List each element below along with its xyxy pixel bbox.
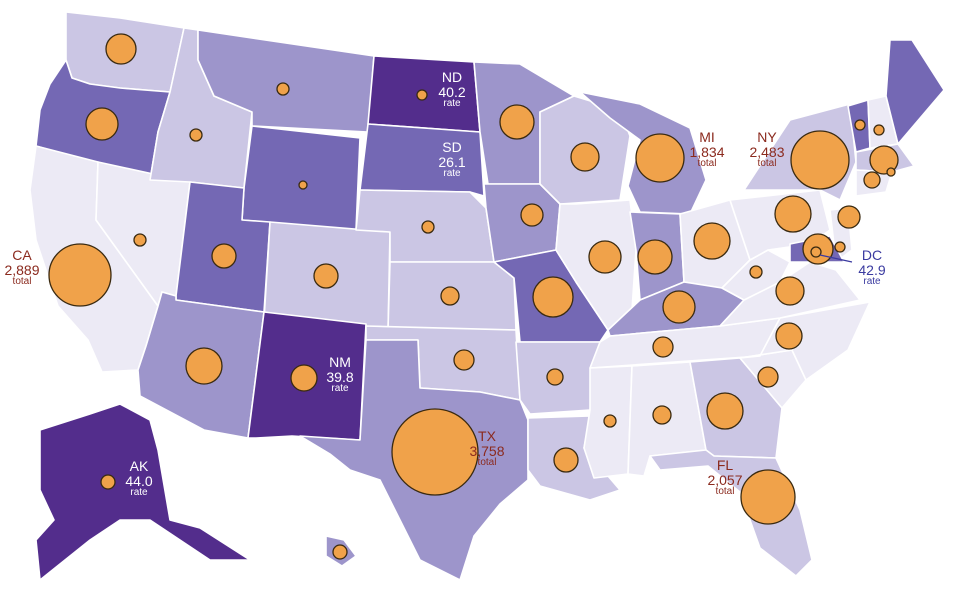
- bubble-fl: [740, 469, 796, 525]
- label-tx: TX 3,758 total: [466, 429, 508, 469]
- bubble-nj: [837, 205, 861, 229]
- bubble-layer: [48, 33, 899, 560]
- bubble-ct: [863, 171, 881, 189]
- state-ia: [483, 183, 561, 263]
- label-dc: DC 42.9 rate: [852, 248, 892, 288]
- label-nd-value: 40.2: [438, 83, 466, 100]
- bubble-de: [834, 241, 846, 253]
- state-shapes: [29, 11, 945, 581]
- bubble-nv: [133, 233, 147, 247]
- label-sd: SD 26.1 rate: [432, 140, 472, 180]
- bubble-hi: [332, 544, 348, 560]
- bubble-or: [85, 107, 119, 141]
- bubble-wy: [298, 180, 308, 190]
- bubble-ky: [662, 290, 696, 324]
- label-fl-abbr: FL: [716, 457, 734, 473]
- bubble-sc: [757, 366, 779, 388]
- bubble-ak: [100, 474, 116, 490]
- bubble-ok: [453, 349, 475, 371]
- label-ca: CA 2,889 total: [2, 248, 42, 288]
- state-ak: [35, 403, 251, 581]
- bubble-mi: [635, 133, 685, 183]
- label-sd-value: 26.1: [438, 153, 466, 170]
- bubble-ne: [421, 220, 435, 234]
- bubble-dc: [810, 246, 822, 258]
- label-nm-kind: rate: [331, 383, 349, 395]
- bubble-wv: [749, 265, 763, 279]
- label-ak-value: 44.0: [125, 472, 153, 489]
- label-fl: FL 2,057 total: [704, 458, 746, 498]
- bubble-va: [775, 276, 805, 306]
- label-ca-abbr: CA: [12, 247, 32, 263]
- bubble-ia: [520, 203, 544, 227]
- bubble-ks: [440, 286, 460, 306]
- bubble-tn: [652, 336, 674, 358]
- bubble-ut: [211, 243, 237, 269]
- bubble-id: [189, 128, 203, 142]
- label-tx-abbr: TX: [478, 428, 496, 444]
- bubble-mn: [499, 104, 535, 140]
- bubble-co: [313, 263, 339, 289]
- state-wy: [241, 125, 361, 231]
- label-fl-value: 2,057: [707, 471, 743, 488]
- bubble-mt: [276, 82, 290, 96]
- bubble-in: [637, 239, 673, 275]
- bubble-tx: [391, 408, 479, 496]
- label-mi-abbr: MI: [699, 129, 715, 145]
- state-me: [885, 39, 945, 145]
- label-ak: AK 44.0 rate: [119, 459, 159, 499]
- label-ny-value: 2,483: [749, 143, 785, 160]
- label-dc-value: 42.9: [858, 261, 886, 278]
- bubble-az: [185, 347, 223, 385]
- bubble-ri: [886, 167, 896, 177]
- label-ny-kind: total: [757, 158, 777, 170]
- bubble-la: [553, 447, 579, 473]
- label-dc-kind: rate: [863, 276, 881, 288]
- label-nm: NM 39.8 rate: [320, 355, 360, 395]
- bubble-oh: [693, 222, 731, 260]
- label-nm-value: 39.8: [326, 368, 354, 385]
- label-sd-abbr: SD: [442, 139, 462, 155]
- label-mi-kind: total: [697, 158, 717, 170]
- bubble-ga: [706, 392, 744, 430]
- bubble-mo: [532, 276, 574, 318]
- label-ny: NY 2,483 total: [746, 130, 788, 170]
- state-sd: [359, 123, 485, 197]
- label-ca-value: 2,889: [4, 261, 40, 278]
- bubble-nm: [290, 364, 318, 392]
- label-tx-kind: total: [477, 457, 497, 469]
- label-nd-kind: rate: [443, 98, 461, 110]
- bubble-ma: [869, 145, 899, 175]
- bubble-nh: [873, 124, 885, 136]
- label-ak-abbr: AK: [129, 458, 149, 474]
- dc-leader-line: [819, 254, 853, 263]
- label-ca-kind: total: [12, 276, 32, 288]
- label-sd-kind: rate: [443, 168, 461, 180]
- label-ny-abbr: NY: [757, 129, 777, 145]
- bubble-vt: [854, 119, 866, 131]
- bubble-pa: [774, 195, 812, 233]
- label-nd: ND 40.2 rate: [432, 70, 472, 110]
- bubble-wi: [570, 142, 600, 172]
- bubble-ar: [546, 368, 564, 386]
- bubble-ca: [48, 243, 112, 307]
- label-nd-abbr: ND: [441, 69, 463, 85]
- label-fl-kind: total: [715, 486, 735, 498]
- label-nm-abbr: NM: [329, 354, 351, 370]
- bubble-ny: [790, 130, 850, 190]
- bubble-ms: [603, 414, 617, 428]
- bubble-nd: [416, 89, 428, 101]
- label-mi: MI 1,834 total: [686, 130, 728, 170]
- bubble-al: [652, 405, 672, 425]
- bubble-wa: [105, 33, 137, 65]
- bubble-nc: [775, 322, 803, 350]
- label-tx-value: 3,758: [469, 442, 505, 459]
- label-dc-abbr: DC: [861, 247, 883, 263]
- label-mi-value: 1,834: [689, 143, 725, 160]
- bubble-il: [588, 240, 622, 274]
- label-ak-kind: rate: [130, 487, 148, 499]
